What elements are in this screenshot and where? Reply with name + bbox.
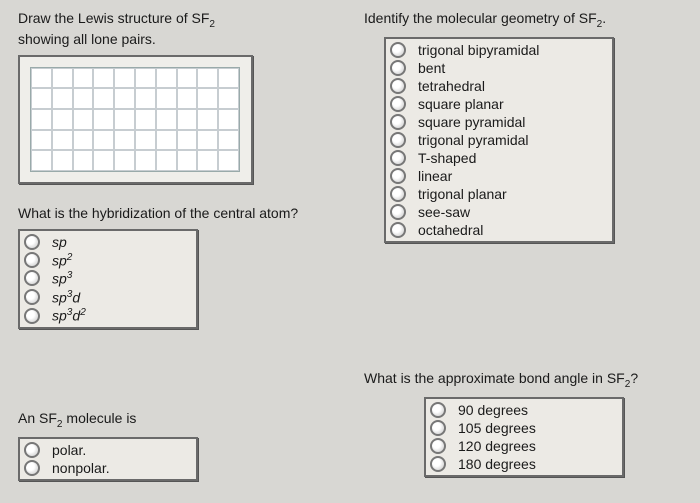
option-label: trigonal bipyramidal <box>418 42 539 58</box>
radio-icon <box>24 234 40 250</box>
radio-icon <box>430 402 446 418</box>
option-label: sp3d2 <box>52 307 86 324</box>
option-label: 180 degrees <box>458 456 536 472</box>
radio-icon <box>390 96 406 112</box>
option-label: bent <box>418 60 445 76</box>
hybrid-option[interactable]: sp3d <box>24 288 192 307</box>
radio-icon <box>24 289 40 305</box>
option-label: T-shaped <box>418 150 476 166</box>
geometry-option[interactable]: square pyramidal <box>390 113 608 131</box>
radio-icon <box>24 252 40 268</box>
radio-icon <box>24 460 40 476</box>
drawing-grid[interactable] <box>30 67 240 172</box>
radio-icon <box>390 42 406 58</box>
hybrid-prompt: What is the hybridization of the central… <box>18 205 348 223</box>
hybrid-options: sp sp2 sp3 sp3d sp3d2 <box>18 229 198 330</box>
option-label: sp3 <box>52 270 72 287</box>
angle-prompt-suffix: ? <box>630 370 638 386</box>
drawing-area[interactable] <box>18 55 253 184</box>
radio-icon <box>390 186 406 202</box>
option-label: tetrahedral <box>418 78 485 94</box>
option-label: square planar <box>418 96 504 112</box>
radio-icon <box>24 270 40 286</box>
option-label: 90 degrees <box>458 402 528 418</box>
lewis-prompt: Draw the Lewis structure of SF2 showing … <box>18 10 348 49</box>
option-label: polar. <box>52 442 86 458</box>
geometry-option[interactable]: bent <box>390 59 608 77</box>
radio-icon <box>24 442 40 458</box>
angle-option[interactable]: 105 degrees <box>430 419 618 437</box>
angle-option[interactable]: 120 degrees <box>430 437 618 455</box>
radio-icon <box>390 222 406 238</box>
option-label: nonpolar. <box>52 460 110 476</box>
polarity-prompt-a: An SF <box>18 410 57 426</box>
geometry-prompt-suffix: . <box>602 10 606 26</box>
lewis-prompt-sub: 2 <box>209 19 215 30</box>
option-label: trigonal planar <box>418 186 507 202</box>
polarity-options: polar. nonpolar. <box>18 437 198 481</box>
geometry-option[interactable]: see-saw <box>390 203 608 221</box>
option-label: 105 degrees <box>458 420 536 436</box>
option-label: linear <box>418 168 452 184</box>
angle-prompt: What is the approximate bond angle in SF… <box>364 370 684 391</box>
option-label: octahedral <box>418 222 483 238</box>
geometry-prompt: Identify the molecular geometry of SF2. <box>364 10 684 31</box>
option-label: sp <box>52 234 67 250</box>
radio-icon <box>430 420 446 436</box>
option-label: square pyramidal <box>418 114 525 130</box>
polarity-prompt: An SF2 molecule is <box>18 410 348 431</box>
geometry-option[interactable]: trigonal planar <box>390 185 608 203</box>
option-label: see-saw <box>418 204 470 220</box>
radio-icon <box>430 438 446 454</box>
geometry-option[interactable]: tetrahedral <box>390 77 608 95</box>
polarity-prompt-b: molecule is <box>63 410 137 426</box>
radio-icon <box>390 150 406 166</box>
option-label: sp2 <box>52 252 72 269</box>
radio-icon <box>430 456 446 472</box>
angle-options: 90 degrees 105 degrees 120 degrees 180 d… <box>424 397 624 477</box>
radio-icon <box>390 168 406 184</box>
hybrid-option[interactable]: sp2 <box>24 251 192 270</box>
hybrid-option[interactable]: sp <box>24 233 192 251</box>
polarity-option[interactable]: nonpolar. <box>24 459 192 477</box>
hybrid-option[interactable]: sp3d2 <box>24 306 192 325</box>
option-label: sp3d <box>52 289 80 306</box>
angle-option[interactable]: 180 degrees <box>430 455 618 473</box>
angle-option[interactable]: 90 degrees <box>430 401 618 419</box>
lewis-prompt-b: showing all lone pairs. <box>18 31 156 47</box>
geometry-option[interactable]: square planar <box>390 95 608 113</box>
geometry-option[interactable]: linear <box>390 167 608 185</box>
geometry-option[interactable]: octahedral <box>390 221 608 239</box>
geometry-option[interactable]: trigonal pyramidal <box>390 131 608 149</box>
geometry-options: trigonal bipyramidal bent tetrahedral sq… <box>384 37 614 243</box>
radio-icon <box>390 204 406 220</box>
angle-prompt-a: What is the approximate bond angle in SF <box>364 370 625 386</box>
option-label: 120 degrees <box>458 438 536 454</box>
lewis-prompt-a: Draw the Lewis structure of SF <box>18 10 209 26</box>
radio-icon <box>24 308 40 324</box>
radio-icon <box>390 60 406 76</box>
geometry-prompt-a: Identify the molecular geometry of SF <box>364 10 597 26</box>
polarity-option[interactable]: polar. <box>24 441 192 459</box>
hybrid-option[interactable]: sp3 <box>24 269 192 288</box>
radio-icon <box>390 132 406 148</box>
geometry-option[interactable]: trigonal bipyramidal <box>390 41 608 59</box>
radio-icon <box>390 114 406 130</box>
geometry-option[interactable]: T-shaped <box>390 149 608 167</box>
radio-icon <box>390 78 406 94</box>
option-label: trigonal pyramidal <box>418 132 529 148</box>
